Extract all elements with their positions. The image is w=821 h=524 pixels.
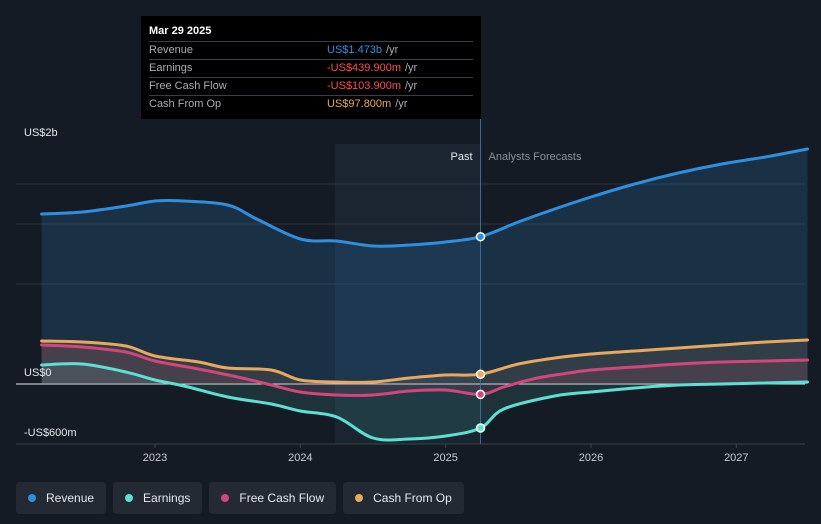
tooltip-value: -US$103.900m xyxy=(327,80,401,92)
tooltip-value: US$1.473b xyxy=(327,44,383,56)
tooltip-unit: /yr xyxy=(395,98,408,110)
tooltip-unit: /yr xyxy=(386,44,399,56)
x-tick-label: 2027 xyxy=(724,452,748,464)
legend-dot-icon xyxy=(221,494,230,502)
y-tick-label: US$0 xyxy=(24,367,52,379)
tooltip-row-cash-from-op: Cash From Op US$97.800m /yr xyxy=(149,95,473,113)
cash-from-op-line xyxy=(40,338,809,384)
legend-item-cash-from-op[interactable]: Cash From Op xyxy=(343,482,464,514)
tooltip-value: -US$439.900m xyxy=(327,62,401,74)
legend-label: Earnings xyxy=(143,491,191,505)
legend-dot-icon xyxy=(28,494,36,502)
tooltip-label: Free Cash Flow xyxy=(149,80,227,92)
legend-label: Cash From Op xyxy=(373,491,452,505)
earnings-line xyxy=(40,362,809,442)
cash-from-op-cursor-marker xyxy=(475,369,486,379)
tooltip-unit: /yr xyxy=(405,80,418,92)
legend-item-earnings[interactable]: Earnings xyxy=(113,482,203,514)
revenue-line xyxy=(40,147,809,248)
legend-item-free-cash-flow[interactable]: Free Cash Flow xyxy=(209,482,337,514)
legend-label: Revenue xyxy=(46,491,95,505)
legend-label: Free Cash Flow xyxy=(239,491,325,505)
cash-from-op-area xyxy=(41,340,808,384)
past-label: Past xyxy=(451,151,473,163)
y-tick-label: -US$600m xyxy=(24,427,77,439)
x-tick-label: 2025 xyxy=(433,452,457,464)
forecast-label: Analysts Forecasts xyxy=(489,151,582,163)
legend-item-revenue[interactable]: Revenue xyxy=(16,482,107,514)
tooltip-row-free-cash-flow: Free Cash Flow -US$103.900m /yr xyxy=(149,77,473,95)
y-tick-label: US$2b xyxy=(24,127,58,139)
chart-legend: Revenue Earnings Free Cash Flow Cash Fro… xyxy=(16,482,464,514)
tooltip-date: Mar 29 2025 xyxy=(149,25,212,37)
free-cash-flow-cursor-marker xyxy=(475,389,486,400)
tooltip-row-revenue: Revenue US$1.473b /yr xyxy=(149,41,473,59)
x-tick-label: 2023 xyxy=(143,452,167,464)
free-cash-flow-line xyxy=(40,343,809,397)
x-tick-label: 2024 xyxy=(288,452,312,464)
tooltip-row-earnings: Earnings -US$439.900m /yr xyxy=(149,59,473,77)
legend-dot-icon xyxy=(125,494,134,502)
legend-dot-icon xyxy=(355,494,364,502)
free-cash-flow-area xyxy=(41,345,808,396)
chart-tooltip: Mar 29 2025 Revenue US$1.473b /yr Earnin… xyxy=(141,16,481,119)
earnings-area xyxy=(41,363,808,441)
tooltip-value: US$97.800m xyxy=(327,98,392,110)
tooltip-label: Revenue xyxy=(149,44,194,56)
revenue-cursor-marker xyxy=(475,231,486,242)
x-tick-label: 2026 xyxy=(579,452,603,464)
tooltip-label: Cash From Op xyxy=(149,98,222,110)
tooltip-unit: /yr xyxy=(405,62,418,74)
tooltip-label: Earnings xyxy=(149,62,193,74)
earnings-cursor-marker xyxy=(475,423,486,433)
